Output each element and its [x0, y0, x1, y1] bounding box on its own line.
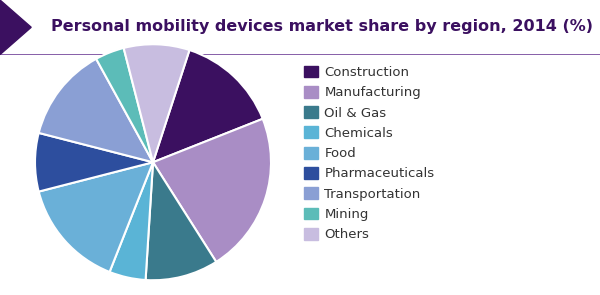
Text: Personal mobility devices market share by region, 2014 (%): Personal mobility devices market share b… — [51, 19, 593, 34]
Wedge shape — [153, 50, 263, 162]
Wedge shape — [39, 59, 153, 162]
Wedge shape — [124, 44, 190, 162]
Wedge shape — [110, 162, 153, 280]
Wedge shape — [39, 162, 153, 272]
Wedge shape — [96, 48, 153, 162]
Wedge shape — [35, 133, 153, 191]
Wedge shape — [153, 119, 271, 262]
Legend: Construction, Manufacturing, Oil & Gas, Chemicals, Food, Pharmaceuticals, Transp: Construction, Manufacturing, Oil & Gas, … — [304, 65, 434, 241]
Polygon shape — [0, 0, 31, 55]
Wedge shape — [146, 162, 216, 280]
